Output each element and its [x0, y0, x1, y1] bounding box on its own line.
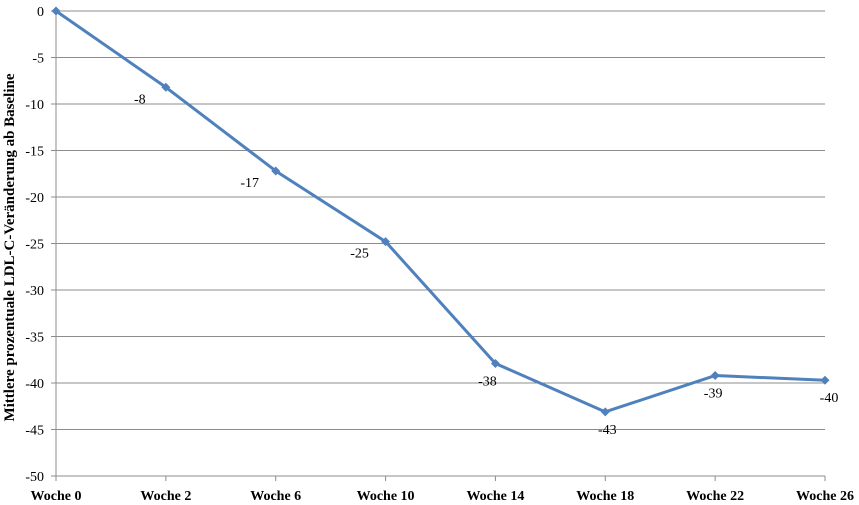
y-tick-label: -20 — [25, 191, 44, 206]
series-layer — [51, 6, 830, 417]
x-tick-label: Woche 18 — [576, 489, 634, 504]
data-label: -43 — [598, 423, 617, 438]
data-point-marker — [271, 166, 281, 176]
data-point-marker — [600, 407, 610, 417]
data-label: -25 — [350, 247, 369, 262]
data-label: -39 — [704, 387, 723, 402]
y-tick-label: -45 — [25, 424, 44, 439]
x-tick-label: Woche 2 — [140, 489, 191, 504]
data-label: -8 — [134, 92, 146, 107]
data-point-marker — [161, 82, 171, 92]
gridlines — [56, 10, 825, 430]
data-point-marker — [820, 375, 830, 385]
series-line — [55, 9, 826, 414]
data-label: -17 — [240, 176, 259, 191]
y-tick-label: -10 — [25, 98, 44, 113]
x-tick-labels: Woche 0 Woche 2 Woche 6 Woche 10 Woche 14 Woc… — [31, 489, 854, 504]
x-tick-label: Woche 0 — [31, 489, 82, 504]
data-point-marker — [51, 6, 61, 16]
x-tick-label: Woche 10 — [357, 489, 415, 504]
data-labels: -8 -17 -25 -38 -43 -39 -40 — [134, 92, 838, 438]
y-tick-label: -15 — [25, 145, 44, 160]
x-tick-label: Woche 22 — [686, 489, 744, 504]
axes — [51, 10, 826, 481]
y-tick-label: -40 — [25, 377, 44, 392]
x-tick-label: Woche 6 — [250, 489, 301, 504]
y-tick-label: -5 — [32, 52, 44, 67]
y-tick-label: -35 — [25, 331, 44, 346]
y-tick-labels: 0 -5 -10 -15 -20 -25 -30 -35 -40 -45 -50 — [25, 5, 44, 485]
data-label: -40 — [820, 391, 839, 406]
data-point-marker — [490, 358, 500, 368]
x-tick-label: Woche 14 — [466, 489, 524, 504]
y-tick-label: 0 — [37, 5, 44, 20]
y-tick-label: -50 — [25, 470, 44, 485]
data-point-marker — [381, 237, 391, 247]
x-tick-label: Woche 26 — [796, 489, 854, 504]
y-tick-label: -25 — [25, 238, 44, 253]
data-point-marker — [710, 371, 720, 381]
y-tick-label: -30 — [25, 284, 44, 299]
y-axis-label: Mittlere prozentuale LDL-C-Veränderung a… — [2, 73, 18, 421]
data-label: -38 — [478, 374, 497, 389]
